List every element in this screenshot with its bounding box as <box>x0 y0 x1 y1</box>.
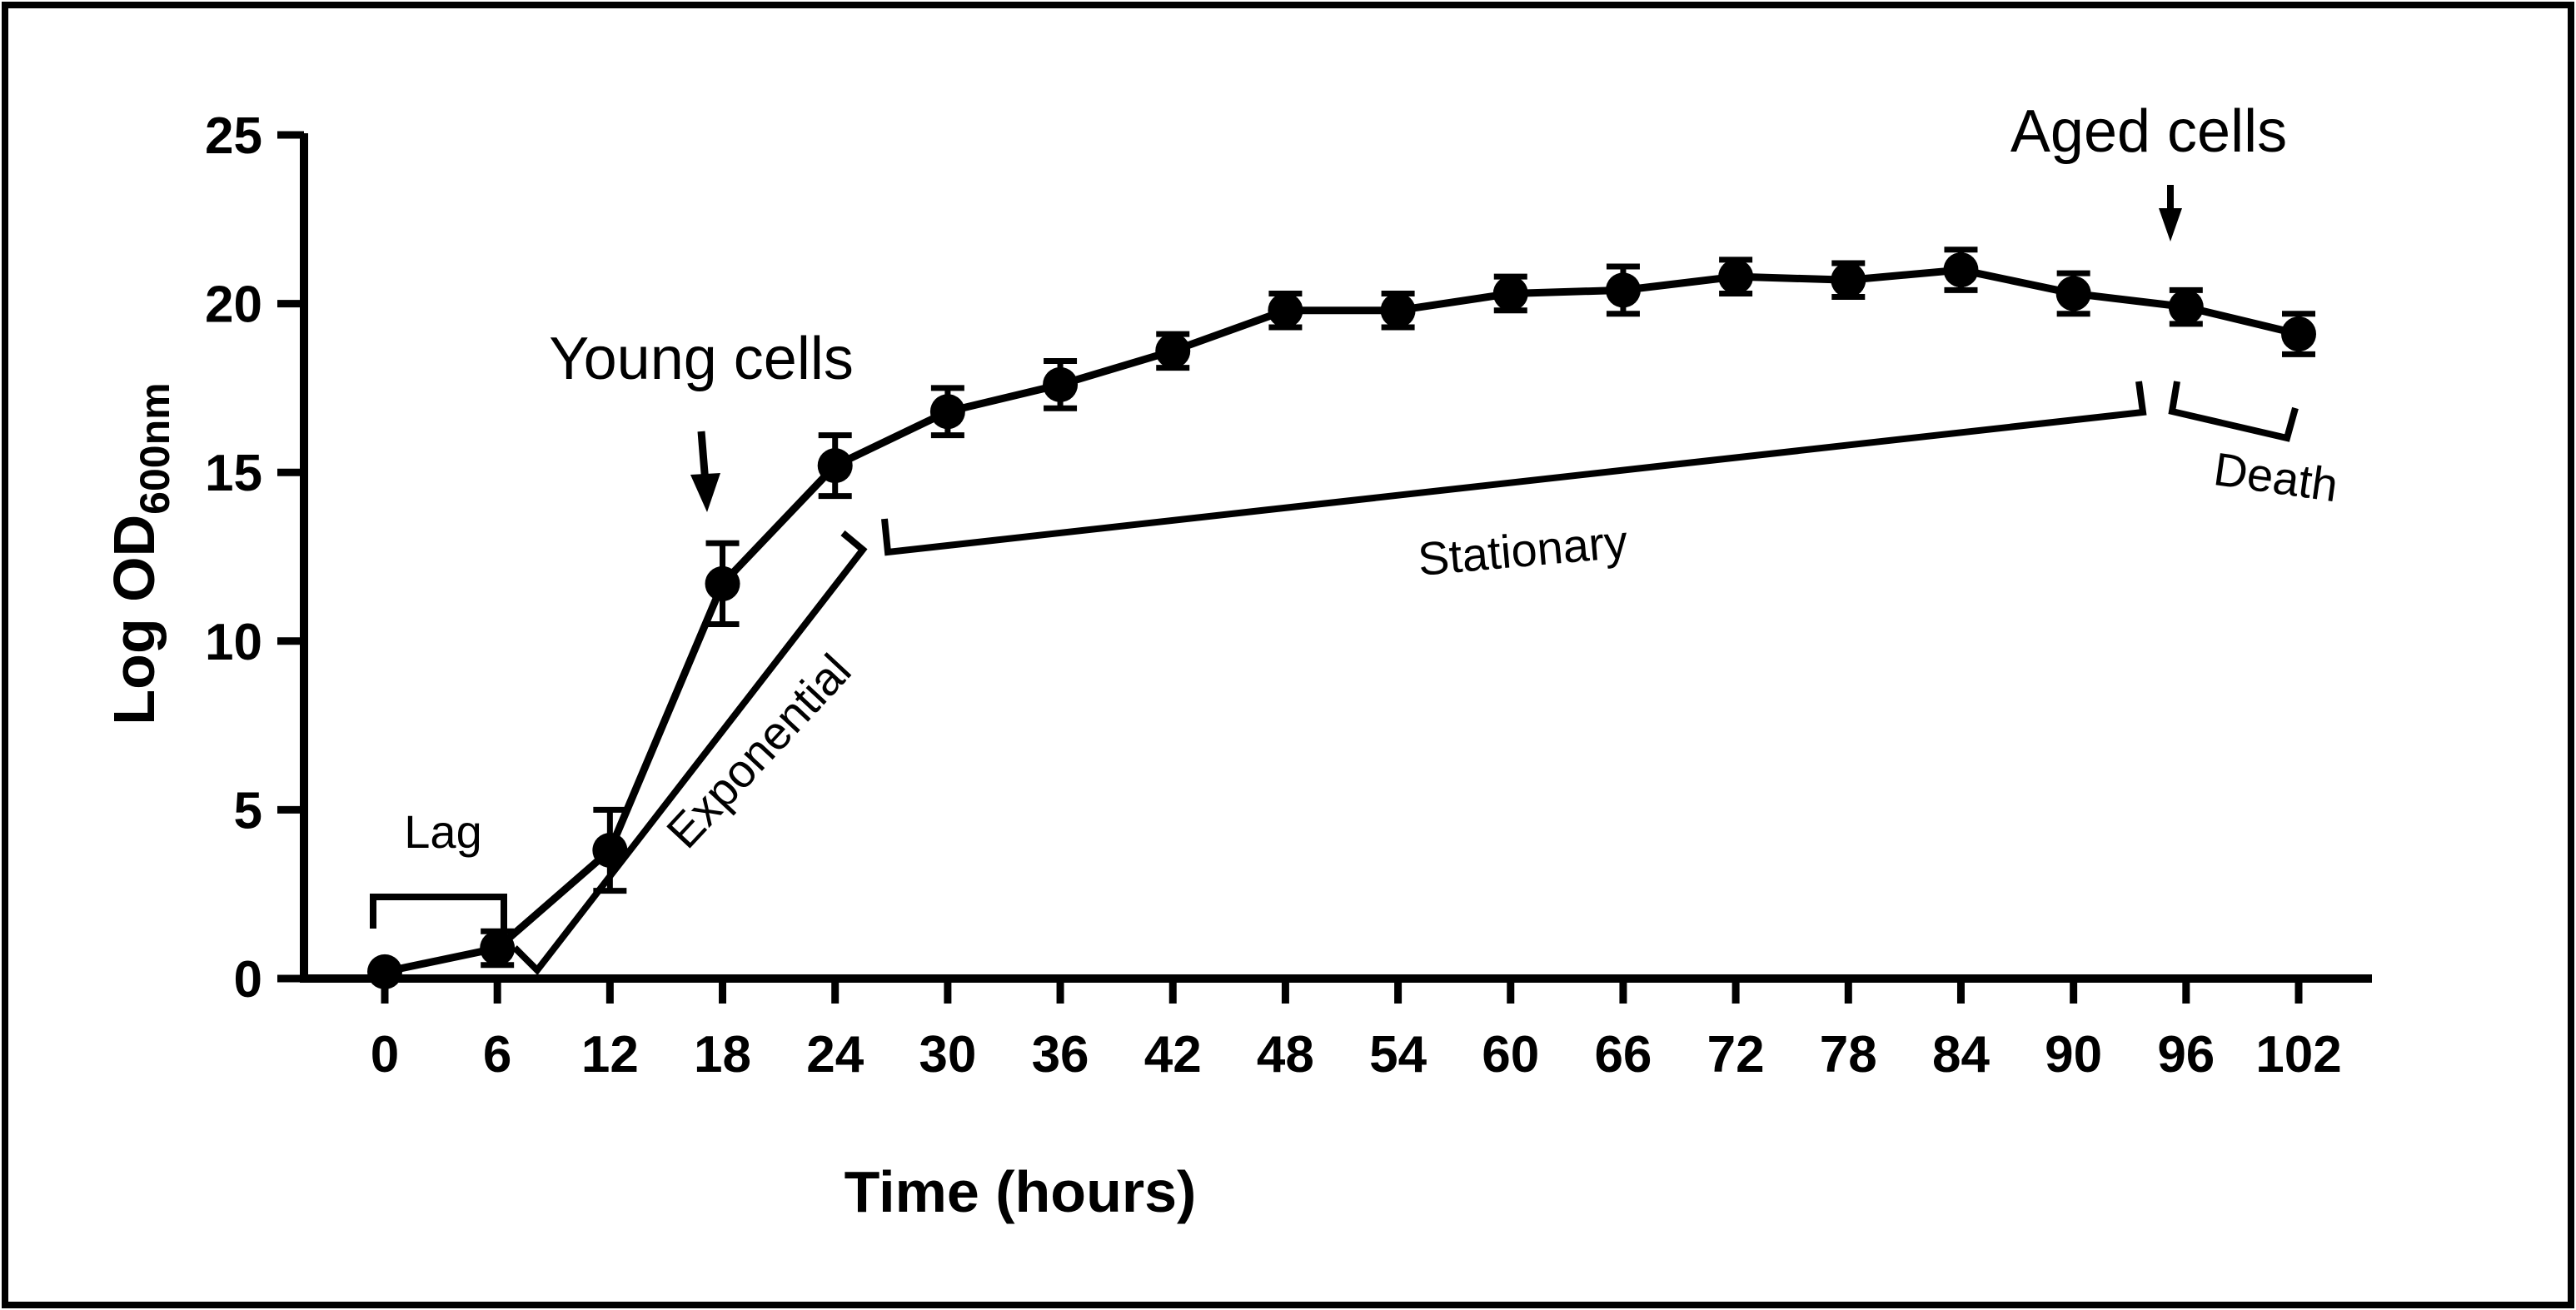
x-tick-label-96: 96 <box>2157 1026 2215 1083</box>
x-tick-label-18: 18 <box>694 1026 751 1083</box>
data-point-6 <box>480 930 516 966</box>
y-tick-label-10: 10 <box>205 614 262 671</box>
data-point-24 <box>817 448 853 484</box>
x-tick-label-84: 84 <box>1932 1026 1990 1083</box>
data-point-60 <box>1492 276 1528 311</box>
data-point-96 <box>2168 289 2204 325</box>
y-tick-label-25: 25 <box>205 107 262 165</box>
y-axis-title: Log OD600nm <box>102 382 178 725</box>
exponential-bracket <box>512 530 868 976</box>
stationary-bracket <box>881 381 2147 556</box>
y-tick-label-20: 20 <box>205 276 262 334</box>
x-tick-label-60: 60 <box>1482 1026 1539 1083</box>
data-point-18 <box>705 565 740 601</box>
axes <box>277 131 2372 1004</box>
death-bracket <box>2168 381 2299 442</box>
data-point-36 <box>1043 366 1079 402</box>
data-point-72 <box>1718 259 1754 295</box>
y-axis-title-main: Log OD <box>102 515 167 725</box>
young-cells-label: Young cells <box>549 326 854 392</box>
x-tick-label-12: 12 <box>581 1026 639 1083</box>
x-tick-label-0: 0 <box>371 1026 399 1083</box>
lag-bracket <box>370 894 507 929</box>
y-tick-label-15: 15 <box>205 445 262 502</box>
x-tick-label-54: 54 <box>1369 1026 1427 1083</box>
aged-cells-label: Aged cells <box>2010 98 2287 165</box>
data-point-66 <box>1605 272 1641 308</box>
y-axis-title-subscript: 600nm <box>132 382 178 514</box>
aged-cells-arrow <box>2159 185 2182 242</box>
x-tick-label-24: 24 <box>806 1026 864 1083</box>
data-point-48 <box>1268 292 1303 328</box>
data-point-0 <box>367 954 402 989</box>
data-point-84 <box>1943 252 1979 288</box>
x-tick-label-102: 102 <box>2255 1026 2341 1083</box>
x-tick-label-42: 42 <box>1144 1026 1202 1083</box>
data-series <box>367 247 2316 989</box>
y-tick-label-5: 5 <box>234 782 262 839</box>
x-tick-label-6: 6 <box>483 1026 511 1083</box>
x-tick-label-30: 30 <box>919 1026 976 1083</box>
series-line <box>384 266 2300 976</box>
data-point-42 <box>1155 333 1191 369</box>
data-point-102 <box>2281 316 2316 352</box>
tick-labels: 0 5 10 15 20 25 0 6 12 18 24 30 36 42 48 54 60 66 72 78 84 90… <box>205 107 2342 1083</box>
data-point-78 <box>1831 262 1866 298</box>
phase-brackets <box>370 381 2299 976</box>
x-tick-label-66: 66 <box>1594 1026 1652 1083</box>
young-cells-arrow <box>690 431 720 512</box>
x-tick-label-90: 90 <box>2045 1026 2102 1083</box>
data-point-12 <box>592 833 628 869</box>
data-point-30 <box>929 394 965 430</box>
x-tick-label-72: 72 <box>1707 1026 1765 1083</box>
lag-label: Lag <box>404 805 481 858</box>
x-tick-label-36: 36 <box>1032 1026 1089 1083</box>
x-tick-label-78: 78 <box>1820 1026 1877 1083</box>
y-tick-label-0: 0 <box>234 951 262 1009</box>
data-point-54 <box>1380 292 1416 328</box>
data-point-90 <box>2055 276 2091 311</box>
x-axis-title: Time (hours) <box>845 1159 1197 1224</box>
x-tick-label-48: 48 <box>1257 1026 1314 1083</box>
